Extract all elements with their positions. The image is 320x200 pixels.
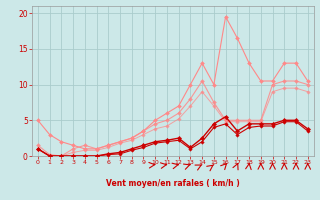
X-axis label: Vent moyen/en rafales ( km/h ): Vent moyen/en rafales ( km/h )	[106, 179, 240, 188]
